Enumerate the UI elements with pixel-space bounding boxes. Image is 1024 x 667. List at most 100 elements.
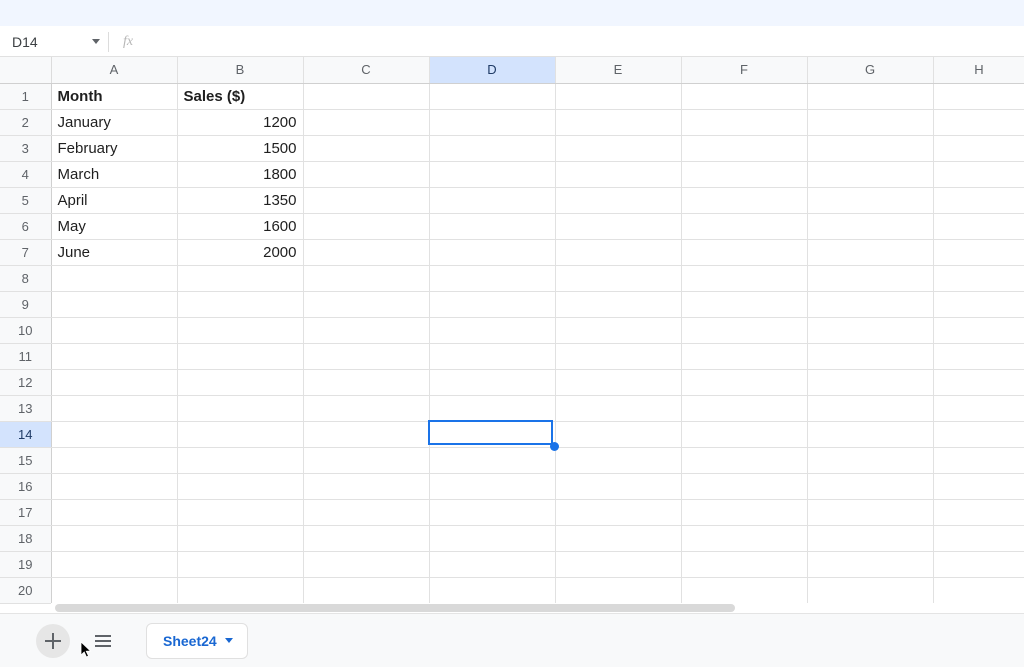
cell[interactable] [177, 577, 303, 603]
cell[interactable] [303, 265, 429, 291]
cell[interactable] [303, 83, 429, 109]
cell[interactable] [807, 551, 933, 577]
cell[interactable] [555, 109, 681, 135]
cell[interactable] [933, 343, 1024, 369]
cell[interactable]: Month [51, 83, 177, 109]
cell[interactable] [933, 291, 1024, 317]
select-all-corner[interactable] [0, 57, 51, 83]
cell[interactable] [933, 317, 1024, 343]
row-header[interactable]: 17 [0, 499, 51, 525]
cell[interactable] [933, 187, 1024, 213]
column-header[interactable]: E [555, 57, 681, 83]
cell[interactable] [807, 291, 933, 317]
cell[interactable] [51, 317, 177, 343]
cell[interactable]: 2000 [177, 239, 303, 265]
cell[interactable] [51, 265, 177, 291]
cell[interactable] [555, 369, 681, 395]
cell[interactable] [807, 447, 933, 473]
cell[interactable]: 1350 [177, 187, 303, 213]
cell[interactable] [429, 343, 555, 369]
cell[interactable] [177, 551, 303, 577]
cell[interactable] [429, 499, 555, 525]
cell[interactable]: March [51, 161, 177, 187]
cell[interactable] [681, 213, 807, 239]
cell[interactable] [807, 369, 933, 395]
cell[interactable] [807, 395, 933, 421]
cell[interactable] [51, 421, 177, 447]
cell[interactable] [807, 317, 933, 343]
cell[interactable] [933, 213, 1024, 239]
cell[interactable] [555, 343, 681, 369]
cell[interactable] [429, 83, 555, 109]
scrollbar-thumb[interactable] [55, 604, 735, 612]
name-box[interactable]: D14 [10, 34, 106, 50]
cell[interactable] [681, 161, 807, 187]
cell[interactable] [177, 395, 303, 421]
cell[interactable] [933, 473, 1024, 499]
cell[interactable] [807, 135, 933, 161]
cell[interactable] [807, 109, 933, 135]
row-header[interactable]: 3 [0, 135, 51, 161]
cell[interactable] [555, 239, 681, 265]
cell[interactable]: 1600 [177, 213, 303, 239]
cell[interactable] [303, 187, 429, 213]
cell[interactable] [555, 317, 681, 343]
cell[interactable] [177, 525, 303, 551]
cell[interactable] [681, 525, 807, 551]
cell[interactable] [933, 577, 1024, 603]
cell[interactable] [681, 577, 807, 603]
cell[interactable] [303, 343, 429, 369]
column-header[interactable]: A [51, 57, 177, 83]
cell[interactable] [429, 135, 555, 161]
cell[interactable] [303, 577, 429, 603]
cell[interactable] [303, 317, 429, 343]
cell[interactable] [429, 525, 555, 551]
cell[interactable] [429, 421, 555, 447]
all-sheets-button[interactable] [86, 624, 120, 658]
column-header[interactable]: G [807, 57, 933, 83]
horizontal-scrollbar[interactable] [51, 603, 1024, 613]
sheet-tab-active[interactable]: Sheet24 [146, 623, 248, 659]
cell[interactable] [51, 369, 177, 395]
add-sheet-button[interactable] [36, 624, 70, 658]
cell[interactable] [933, 135, 1024, 161]
cell[interactable] [807, 499, 933, 525]
cell[interactable]: January [51, 109, 177, 135]
cell[interactable] [933, 161, 1024, 187]
cell[interactable] [51, 499, 177, 525]
cell[interactable] [681, 421, 807, 447]
cell[interactable] [429, 577, 555, 603]
cell[interactable] [303, 473, 429, 499]
row-header[interactable]: 2 [0, 109, 51, 135]
cell[interactable] [177, 473, 303, 499]
cell[interactable]: May [51, 213, 177, 239]
cell[interactable] [933, 83, 1024, 109]
cell[interactable] [429, 187, 555, 213]
cell[interactable] [429, 369, 555, 395]
cell[interactable] [555, 499, 681, 525]
cell[interactable] [933, 551, 1024, 577]
cell[interactable] [681, 109, 807, 135]
row-header[interactable]: 7 [0, 239, 51, 265]
cell[interactable] [933, 239, 1024, 265]
cell[interactable] [933, 447, 1024, 473]
row-header[interactable]: 1 [0, 83, 51, 109]
cell[interactable] [303, 239, 429, 265]
cell[interactable] [177, 369, 303, 395]
cell[interactable] [807, 525, 933, 551]
cell[interactable] [555, 265, 681, 291]
cell[interactable] [933, 369, 1024, 395]
column-header[interactable]: C [303, 57, 429, 83]
cell[interactable] [51, 291, 177, 317]
row-header[interactable]: 6 [0, 213, 51, 239]
cell[interactable] [555, 291, 681, 317]
cell[interactable] [555, 187, 681, 213]
cell[interactable] [429, 265, 555, 291]
row-header[interactable]: 18 [0, 525, 51, 551]
cell[interactable] [681, 83, 807, 109]
cell[interactable] [555, 395, 681, 421]
cell[interactable] [933, 265, 1024, 291]
cell[interactable] [681, 447, 807, 473]
row-header[interactable]: 20 [0, 577, 51, 603]
cell[interactable] [681, 395, 807, 421]
